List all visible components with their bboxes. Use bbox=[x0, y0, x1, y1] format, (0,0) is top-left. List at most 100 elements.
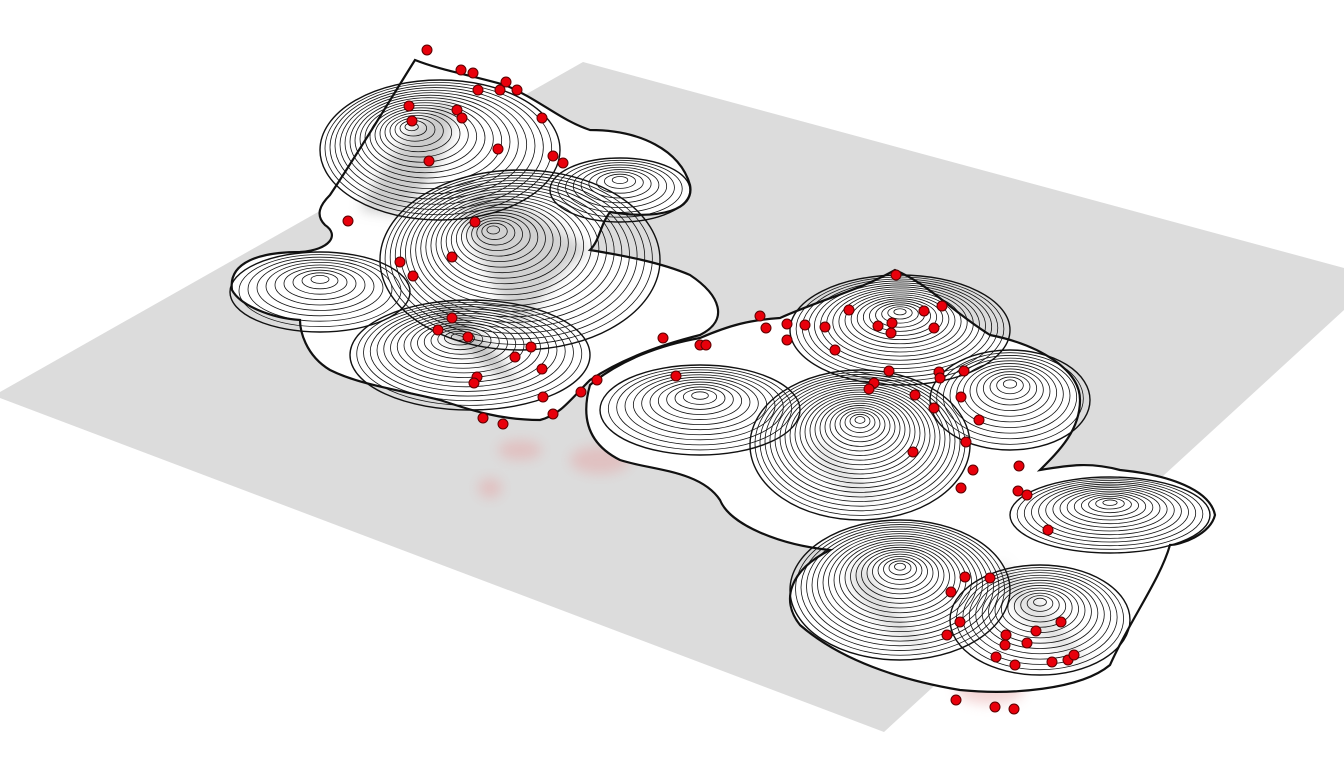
contour-line bbox=[794, 389, 926, 479]
contour-line bbox=[394, 177, 638, 334]
contour-line bbox=[866, 551, 934, 595]
data-point bbox=[394, 256, 406, 268]
contour-line bbox=[435, 198, 577, 290]
data-point bbox=[509, 351, 521, 363]
contour-line bbox=[850, 294, 950, 345]
contour-line bbox=[471, 217, 523, 251]
contour-line bbox=[596, 171, 644, 194]
data-point bbox=[1068, 649, 1080, 661]
data-point bbox=[451, 104, 463, 116]
contour-line bbox=[374, 107, 469, 163]
contour-line bbox=[611, 176, 629, 185]
contour-line bbox=[844, 411, 876, 433]
contour-line bbox=[649, 379, 751, 426]
contour-line bbox=[384, 172, 653, 345]
contour-line bbox=[329, 84, 544, 210]
contour-line bbox=[962, 569, 1118, 665]
contour-line bbox=[806, 526, 994, 647]
contour-line bbox=[376, 308, 558, 392]
contour-line bbox=[410, 319, 517, 369]
contour-line bbox=[363, 304, 574, 402]
data-point bbox=[928, 322, 940, 334]
contour-line bbox=[476, 220, 516, 246]
data-point bbox=[1008, 703, 1020, 715]
contour-line bbox=[450, 206, 554, 274]
contour-line bbox=[588, 169, 652, 199]
data-point bbox=[536, 112, 548, 124]
contour-line bbox=[256, 259, 384, 317]
contour-line bbox=[607, 367, 793, 451]
contour-line bbox=[565, 162, 675, 213]
data-point bbox=[960, 436, 972, 448]
data-point bbox=[1000, 629, 1012, 641]
data-point bbox=[781, 334, 793, 346]
data-point bbox=[477, 412, 489, 424]
contour-line bbox=[822, 533, 978, 633]
data-point bbox=[1012, 485, 1024, 497]
contour-line bbox=[869, 300, 931, 332]
contour-line bbox=[828, 535, 972, 628]
contour-line bbox=[872, 553, 928, 590]
data-point bbox=[936, 300, 948, 312]
contour-line bbox=[301, 272, 339, 290]
contour-line bbox=[887, 306, 913, 320]
data-point bbox=[885, 327, 897, 339]
contour-line bbox=[829, 405, 891, 447]
contour-line bbox=[557, 159, 683, 218]
data-point bbox=[657, 332, 669, 344]
contour-line bbox=[862, 298, 938, 336]
contour-line bbox=[936, 352, 1084, 445]
contour-line bbox=[1023, 480, 1197, 547]
contour-line bbox=[832, 288, 968, 357]
contour-line bbox=[444, 330, 475, 346]
data-point bbox=[941, 629, 953, 641]
data-point bbox=[575, 386, 587, 398]
contour-line bbox=[1016, 478, 1204, 550]
contour-line bbox=[389, 114, 444, 147]
contour-line bbox=[425, 193, 592, 301]
data-point bbox=[799, 319, 811, 331]
contour-line bbox=[403, 317, 525, 374]
data-point bbox=[863, 383, 875, 395]
contour-line bbox=[229, 251, 411, 333]
data-point bbox=[511, 84, 523, 96]
data-point bbox=[973, 414, 985, 426]
contour-line bbox=[1020, 592, 1060, 618]
contour-line bbox=[430, 196, 585, 296]
contour-line bbox=[334, 87, 536, 205]
data-point bbox=[984, 572, 996, 584]
contour-line bbox=[949, 564, 1131, 676]
contour-line bbox=[319, 79, 561, 221]
contour-line bbox=[682, 388, 718, 405]
data-point bbox=[670, 370, 682, 382]
data-point bbox=[492, 143, 504, 155]
data-point bbox=[469, 216, 481, 228]
contour-line bbox=[481, 222, 508, 240]
contour-line bbox=[572, 164, 668, 209]
data-point bbox=[781, 318, 793, 330]
contour-line bbox=[779, 382, 941, 493]
contour-line bbox=[599, 364, 801, 456]
data-point bbox=[500, 76, 512, 88]
contour-line bbox=[1102, 499, 1118, 506]
contour-line bbox=[819, 400, 901, 456]
data-point bbox=[1021, 637, 1033, 649]
contour-line bbox=[769, 378, 951, 502]
contour-line bbox=[942, 355, 1078, 440]
contour-line bbox=[616, 369, 784, 446]
contour-line bbox=[981, 577, 1099, 649]
data-point bbox=[557, 157, 569, 169]
contour-line bbox=[994, 582, 1086, 639]
contour-line bbox=[349, 299, 591, 411]
data-point bbox=[829, 344, 841, 356]
contour-line bbox=[356, 301, 583, 406]
data-point bbox=[468, 377, 480, 389]
contour-line bbox=[883, 558, 917, 581]
data-point bbox=[907, 446, 919, 458]
contour-line bbox=[1002, 379, 1018, 389]
data-point bbox=[423, 155, 435, 167]
contour-line bbox=[996, 376, 1024, 395]
data-point bbox=[494, 84, 506, 96]
data-point bbox=[999, 639, 1011, 651]
